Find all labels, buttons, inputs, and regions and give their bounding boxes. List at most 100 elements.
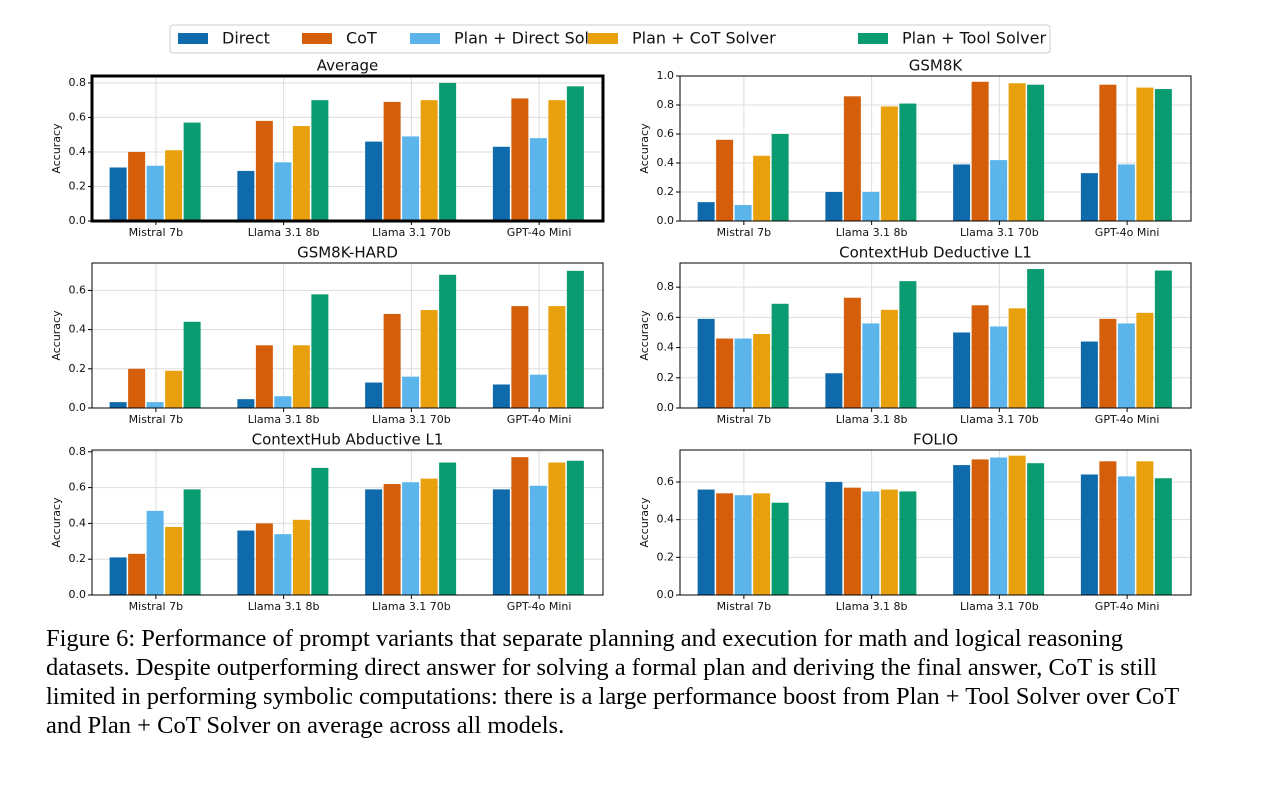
y-tick-label: 0.6 [657, 475, 675, 488]
chart-title: Average [317, 57, 379, 75]
bar [953, 332, 971, 408]
bar [439, 82, 457, 222]
x-tick-label: Llama 3.1 70b [960, 600, 1039, 613]
bar [128, 151, 146, 221]
bar [1099, 461, 1117, 595]
chart-title: GSM8K [909, 57, 964, 75]
bar [697, 489, 715, 595]
bar [255, 523, 273, 595]
bar [311, 467, 329, 595]
bar [1008, 455, 1026, 595]
y-tick-label: 0.4 [69, 516, 87, 529]
bar [753, 155, 771, 221]
y-axis-label: Accuracy [50, 123, 63, 174]
bar [1008, 83, 1026, 221]
bar [237, 170, 255, 221]
y-tick-label: 0.6 [69, 110, 87, 123]
bar [420, 310, 438, 408]
bar [566, 460, 584, 595]
bar [566, 86, 584, 221]
bar [1154, 478, 1172, 595]
bar [529, 485, 547, 595]
bar [365, 489, 383, 595]
bar [734, 338, 752, 408]
bar [402, 136, 420, 221]
bar [753, 333, 771, 408]
bar [420, 100, 438, 221]
figure: Direct CoT Plan + Direct Solver Plan + CoT … [50, 24, 1192, 613]
bar [109, 402, 127, 408]
x-tick-label: Llama 3.1 8b [836, 600, 908, 613]
y-tick-label: 0.6 [657, 310, 675, 323]
bar [1099, 84, 1117, 221]
bar [1154, 270, 1172, 408]
legend-swatch [178, 33, 208, 44]
bar [843, 487, 861, 595]
y-tick-label: 0.8 [657, 280, 675, 293]
y-tick-label: 0.4 [657, 513, 675, 526]
bar [1117, 476, 1135, 595]
x-tick-label: Llama 3.1 70b [960, 413, 1039, 426]
bar [1027, 84, 1045, 221]
legend-swatch [858, 33, 888, 44]
bar [183, 489, 201, 595]
chart-title: GSM8K-HARD [297, 244, 398, 262]
bar [1080, 474, 1098, 595]
plot-frame [679, 449, 1192, 596]
bar [753, 493, 771, 595]
bar [771, 502, 789, 595]
bar [383, 484, 401, 595]
bar [1008, 308, 1026, 408]
bar [146, 402, 164, 408]
bar [971, 459, 989, 595]
legend-label: Plan + CoT Solver [632, 29, 776, 48]
y-tick-label: 0.0 [69, 588, 87, 601]
bar [566, 270, 584, 408]
bar [1027, 269, 1045, 408]
bar [1136, 87, 1154, 221]
chart-title: FOLIO [913, 431, 958, 449]
x-tick-label: Llama 3.1 70b [960, 226, 1039, 239]
bar [990, 160, 1008, 221]
bar [165, 526, 183, 595]
x-tick-label: Llama 3.1 8b [836, 226, 908, 239]
y-tick-label: 0.0 [657, 588, 675, 601]
bar [716, 139, 734, 221]
y-tick-label: 0.2 [69, 552, 87, 565]
y-tick-label: 0.2 [69, 179, 87, 192]
bar [548, 462, 566, 595]
x-tick-label: Mistral 7b [129, 413, 183, 426]
y-tick-label: 0.6 [69, 283, 87, 296]
bar [420, 478, 438, 595]
y-axis-label: Accuracy [50, 497, 63, 548]
bar [109, 167, 127, 221]
bar [165, 150, 183, 221]
x-tick-label: GPT-4o Mini [1095, 600, 1160, 613]
bar [511, 98, 529, 221]
x-tick-label: Mistral 7b [129, 226, 183, 239]
bar [825, 482, 843, 595]
bar [1136, 312, 1154, 408]
x-tick-label: GPT-4o Mini [1095, 226, 1160, 239]
bar [365, 141, 383, 221]
y-axis-label: Accuracy [638, 123, 651, 174]
bar [548, 306, 566, 408]
y-tick-label: 0.0 [657, 214, 675, 227]
bar [734, 205, 752, 221]
bar [529, 138, 547, 221]
bar [109, 557, 127, 595]
bar [511, 306, 529, 408]
bar [1154, 89, 1172, 221]
bar [237, 399, 255, 408]
bar [899, 103, 917, 221]
x-tick-label: Llama 3.1 70b [372, 600, 451, 613]
y-tick-label: 0.4 [657, 156, 675, 169]
bar [511, 457, 529, 595]
x-tick-label: Mistral 7b [717, 600, 771, 613]
bar [128, 553, 146, 595]
bar [697, 318, 715, 408]
y-tick-label: 0.2 [657, 550, 675, 563]
bar [862, 323, 880, 408]
y-tick-label: 0.6 [657, 127, 675, 140]
